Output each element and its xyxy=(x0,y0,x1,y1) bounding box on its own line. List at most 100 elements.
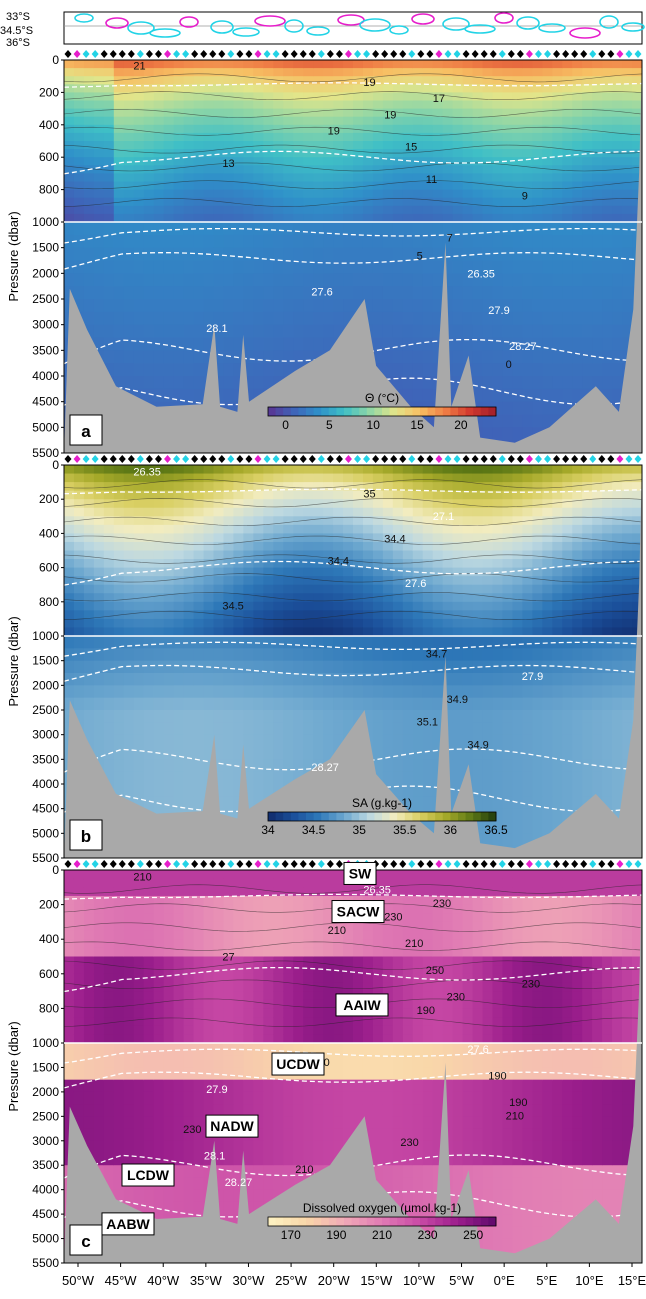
field-cell xyxy=(93,1104,105,1117)
field-cell xyxy=(532,796,543,810)
station-marker xyxy=(254,50,262,58)
field-cell xyxy=(173,567,185,577)
field-cell xyxy=(113,108,125,118)
field-cell xyxy=(153,299,165,313)
field-cell xyxy=(582,490,593,500)
field-cell xyxy=(163,796,175,810)
field-cell xyxy=(372,499,384,509)
field-cell xyxy=(432,550,444,560)
field-cell xyxy=(143,673,155,686)
field-cell xyxy=(522,157,533,166)
station-marker xyxy=(381,455,389,463)
field-cell xyxy=(323,550,334,560)
field-cell xyxy=(143,149,155,158)
panel-a-isopycnals xyxy=(64,82,642,406)
field-cell xyxy=(482,350,494,364)
field-cell xyxy=(492,747,504,760)
field-cell xyxy=(602,311,613,326)
field-cell xyxy=(622,507,633,517)
field-cell xyxy=(612,610,623,620)
field-cell xyxy=(552,376,563,390)
field-cell xyxy=(412,363,424,377)
field-cell xyxy=(432,132,444,142)
field-cell xyxy=(103,1165,115,1179)
field-cell xyxy=(402,576,414,586)
field-cell xyxy=(562,197,573,207)
field-cell xyxy=(113,311,125,326)
field-cell xyxy=(93,141,105,150)
field-cell xyxy=(263,710,274,723)
field-cell xyxy=(572,260,583,274)
field-cell xyxy=(442,234,454,249)
field-cell xyxy=(123,376,135,390)
field-cell xyxy=(213,473,225,483)
field-cell xyxy=(283,68,294,77)
field-cell xyxy=(263,181,274,191)
field-cell xyxy=(93,999,105,1009)
track-loop xyxy=(232,27,260,37)
colorbar-segment xyxy=(450,812,459,821)
field-cell xyxy=(612,524,623,534)
field-cell xyxy=(472,108,484,118)
field-cell xyxy=(622,734,633,748)
field-cell xyxy=(392,593,404,603)
field-cell xyxy=(193,593,205,603)
field-cell xyxy=(412,181,424,191)
field-cell xyxy=(552,567,563,577)
field-cell xyxy=(392,734,404,748)
field-cell xyxy=(263,286,274,300)
field-cell xyxy=(223,181,235,191)
field-cell xyxy=(113,878,125,888)
field-cell xyxy=(153,189,165,199)
field-cell xyxy=(552,311,563,326)
field-cell xyxy=(532,710,543,723)
field-cell xyxy=(203,197,215,207)
field-cell xyxy=(472,697,484,711)
field-cell xyxy=(163,108,175,118)
field-cell xyxy=(612,92,623,102)
field-cell xyxy=(83,887,95,897)
field-cell xyxy=(73,601,85,611)
isopycnal-27-1 xyxy=(64,150,642,175)
field-cell xyxy=(333,499,344,509)
field-cell xyxy=(193,108,205,118)
field-cell xyxy=(183,234,195,249)
field-cell xyxy=(163,710,175,723)
bathymetry xyxy=(64,465,642,858)
field-cell xyxy=(442,213,454,223)
field-cell xyxy=(173,205,185,215)
colorbar-frame xyxy=(267,406,497,417)
field-cell xyxy=(592,116,603,126)
field-cell xyxy=(143,363,155,377)
field-cell xyxy=(482,100,494,110)
field-cell xyxy=(233,710,244,723)
field-cell xyxy=(233,685,244,699)
colorbar-segment xyxy=(359,407,368,416)
field-cell xyxy=(522,601,533,611)
field-cell xyxy=(362,550,374,560)
field-cell xyxy=(103,722,115,736)
station-marker xyxy=(82,455,90,463)
field-cell xyxy=(502,796,514,810)
field-cell xyxy=(233,771,244,785)
field-cell xyxy=(103,710,115,723)
field-cell xyxy=(253,157,264,166)
field-cell xyxy=(93,157,105,166)
field-cell xyxy=(592,324,603,339)
field-cell xyxy=(572,559,583,569)
field-cell xyxy=(163,673,175,686)
field-cell xyxy=(432,108,444,118)
field-cell xyxy=(263,584,274,594)
field-cell xyxy=(123,771,135,785)
field-cell xyxy=(542,141,553,150)
field-cell xyxy=(392,149,404,158)
field-cell xyxy=(103,124,115,134)
field-cell xyxy=(93,189,105,199)
field-cell xyxy=(283,337,294,351)
station-marker xyxy=(462,455,470,463)
field-cell xyxy=(512,601,524,611)
field-cell xyxy=(273,660,284,674)
field-cell xyxy=(622,567,633,577)
field-cell xyxy=(502,559,514,569)
field-cell xyxy=(243,516,254,526)
